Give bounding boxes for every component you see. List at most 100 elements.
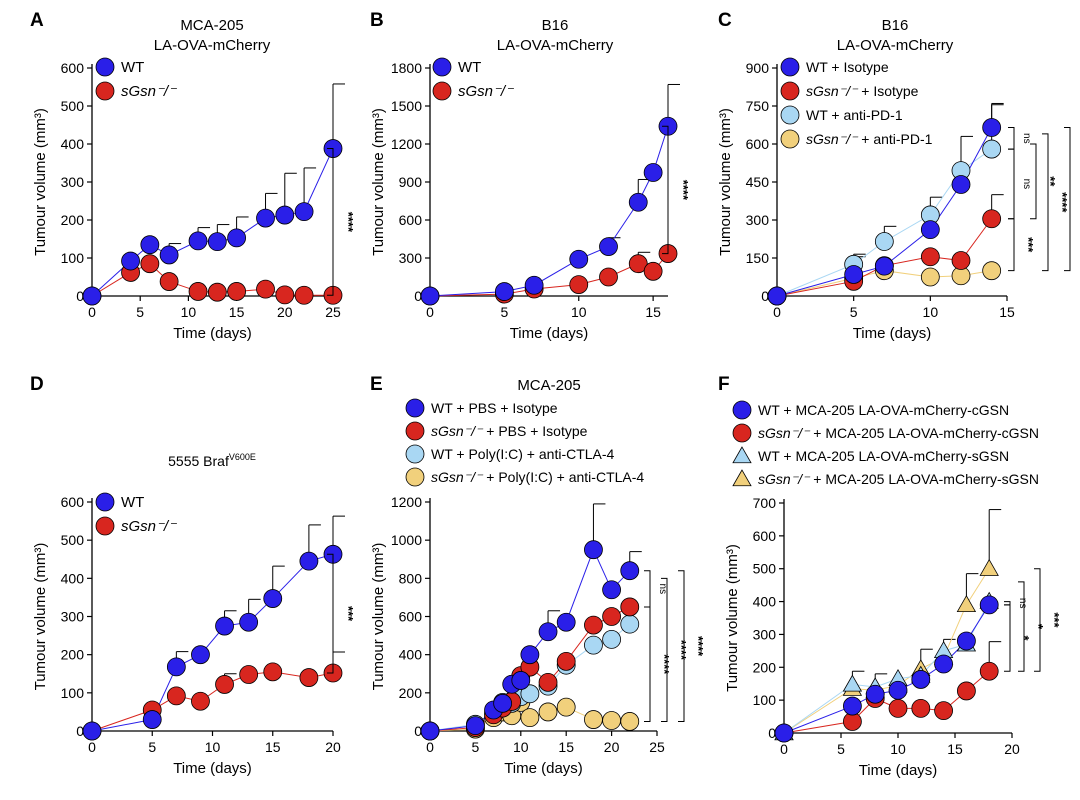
x-tick-label: 5: [148, 739, 156, 755]
data-point: [584, 635, 603, 655]
data-point: [979, 558, 999, 576]
data-point: [493, 693, 513, 713]
data-point: [520, 684, 540, 704]
data-point: [602, 580, 621, 600]
data-point: [628, 192, 648, 212]
data-point: [294, 285, 314, 305]
data-point: [227, 228, 247, 248]
y-tick-label: 700: [753, 495, 777, 511]
x-tick-label: 10: [923, 304, 939, 320]
y-tick-label: 0: [414, 723, 422, 739]
panel-letter: E: [370, 374, 383, 395]
y-tick-label: 600: [399, 212, 423, 228]
data-point: [982, 209, 1002, 229]
series-line: [91, 553, 334, 732]
significance-bracket: [644, 606, 651, 722]
y-tick-label: 100: [61, 250, 85, 266]
legend-label: sGsn⁻/⁻: [458, 83, 514, 100]
data-point: [159, 245, 179, 265]
panel-letter: A: [30, 10, 44, 31]
data-point: [191, 691, 210, 711]
x-tick-label: 20: [277, 304, 293, 320]
x-tick-label: 15: [229, 304, 245, 320]
significance-label: ****: [341, 212, 356, 233]
data-point: [538, 672, 558, 692]
legend-marker: [405, 398, 425, 418]
y-tick-label: 400: [753, 594, 777, 610]
legend-marker: [732, 423, 752, 443]
significance-bracket: [661, 577, 668, 722]
y-axis-label: Tumour volume (mm³): [370, 108, 387, 256]
data-point: [911, 670, 931, 689]
y-tick-label: 500: [753, 561, 777, 577]
y-tick-label: 900: [746, 60, 770, 76]
data-point: [982, 261, 1002, 281]
x-tick-label: 10: [890, 741, 906, 757]
data-point: [844, 265, 864, 284]
y-tick-label: 800: [399, 570, 423, 586]
data-point: [584, 615, 603, 635]
data-point: [420, 286, 440, 306]
legend-label: WT + MCA-205 LA-OVA-mCherry-cGSN: [758, 402, 1009, 418]
data-point: [620, 614, 640, 634]
data-point: [556, 612, 576, 632]
x-axis-label: Time (days): [173, 760, 252, 777]
significance-bracket: [1042, 133, 1049, 272]
y-axis-label: Tumour volume (mm³): [32, 543, 49, 691]
legend-marker: [732, 469, 752, 487]
x-tick-label: 5: [500, 304, 508, 320]
x-tick-label: 20: [604, 739, 620, 755]
significance-label: ****: [691, 636, 706, 657]
x-tick-label: 0: [88, 739, 96, 755]
data-point: [951, 251, 971, 270]
y-tick-label: 150: [746, 250, 770, 266]
panel-title: 5555 BrafV600E: [168, 452, 256, 469]
x-tick-label: 15: [645, 304, 661, 320]
data-point: [520, 645, 540, 665]
legend-marker: [780, 129, 800, 149]
data-point: [643, 261, 663, 281]
data-point: [602, 711, 621, 730]
data-point: [865, 684, 885, 704]
y-tick-label: 600: [746, 136, 770, 152]
significance-bracket: [662, 125, 669, 255]
x-tick-label: 0: [88, 304, 96, 320]
data-point: [299, 551, 319, 571]
y-axis-label: Tumour volume (mm³): [32, 108, 49, 256]
legend-label: WT + PBS + Isotype: [431, 400, 558, 416]
x-tick-label: 10: [181, 304, 197, 320]
legend-marker: [405, 421, 425, 441]
y-tick-label: 450: [746, 174, 770, 190]
data-point: [82, 286, 102, 306]
data-point: [599, 267, 618, 287]
significance-bracket: [678, 570, 685, 722]
data-point: [584, 710, 603, 729]
data-point: [620, 561, 640, 581]
y-tick-label: 100: [753, 692, 777, 708]
x-tick-label: 10: [205, 739, 221, 755]
panel-B: B B16 LA-OVA-mCherry 0 300 600 900 1200 1500 1800…: [370, 10, 691, 342]
significance-label: ns: [657, 584, 668, 595]
significance-label: ns: [1017, 598, 1028, 609]
data-point: [538, 622, 558, 642]
significance-bracket: [327, 553, 334, 674]
data-point: [275, 205, 295, 225]
data-point: [166, 686, 186, 706]
y-tick-label: 600: [61, 494, 85, 510]
data-point: [602, 630, 621, 649]
y-tick-label: 900: [399, 174, 423, 190]
data-point: [982, 118, 1002, 137]
data-point: [239, 612, 259, 632]
legend-label: WT + Poly(I:C) + anti-CTLA-4: [431, 446, 615, 462]
data-point: [159, 272, 179, 291]
x-axis-label: Time (days): [853, 325, 932, 342]
panel-A: A MCA-205LA-OVA-mCherry010020030040050060…: [30, 10, 356, 342]
y-tick-label: 1800: [391, 60, 422, 76]
data-point: [569, 275, 589, 295]
x-tick-label: 15: [947, 741, 963, 757]
data-point: [979, 661, 999, 681]
x-tick-label: 0: [426, 304, 434, 320]
panel-title: LA-OVA-mCherry: [154, 37, 271, 54]
data-point: [888, 680, 908, 700]
y-axis-label: Tumour volume (mm³): [717, 108, 734, 256]
